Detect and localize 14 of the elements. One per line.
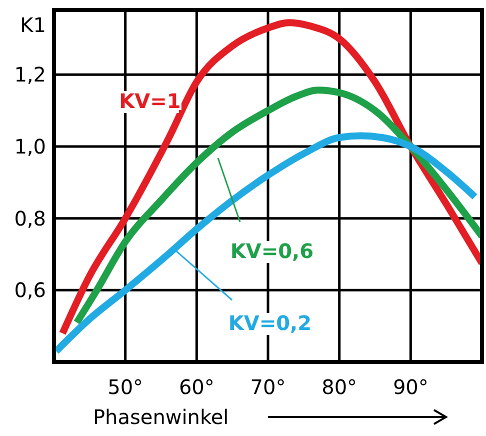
y-tick-label: 1,2 bbox=[14, 62, 46, 87]
y-axis-title: K1 bbox=[20, 13, 46, 37]
text: KV=0,2 bbox=[228, 311, 312, 335]
x-tick-label: 60° bbox=[178, 375, 214, 399]
x-tick-label: 70° bbox=[250, 375, 286, 399]
text: KV=0,6 bbox=[230, 239, 314, 263]
x-tick-label: 90° bbox=[392, 375, 428, 399]
x-tick-label: 50° bbox=[108, 375, 144, 399]
y-tick-label: 1,0 bbox=[14, 134, 46, 158]
y-tick-label: 0,6 bbox=[14, 278, 46, 302]
y-tick-label: 0,8 bbox=[14, 206, 46, 230]
x-tick-label: 80° bbox=[322, 375, 358, 399]
x-axis-title: Phasenwinkel bbox=[93, 405, 229, 429]
series-label: KV=1 bbox=[119, 89, 181, 113]
